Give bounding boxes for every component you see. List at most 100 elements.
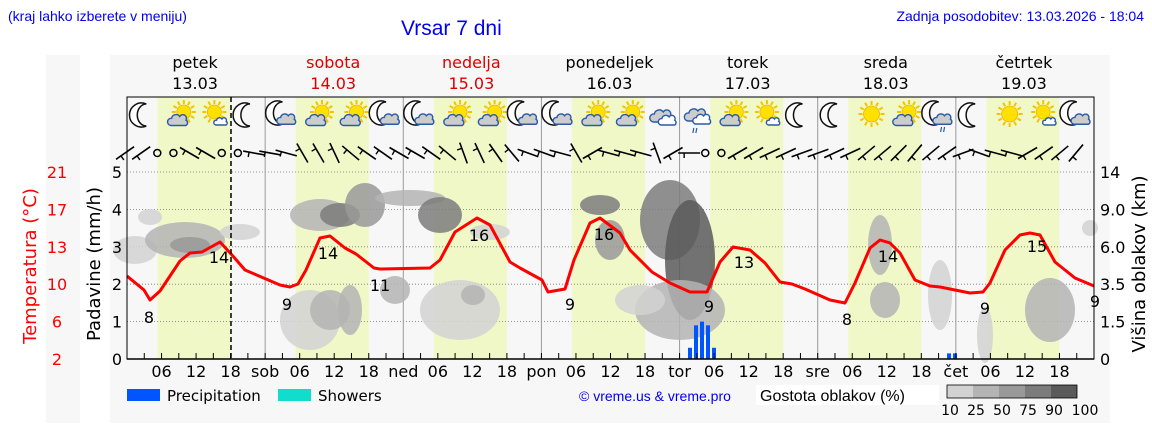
cloud-blob: [138, 209, 162, 225]
cloud-blob: [338, 285, 362, 335]
sun-icon: [996, 101, 1023, 127]
day-date: 19.03: [1001, 74, 1047, 93]
day-date: 15.03: [448, 74, 494, 93]
hour-tick-label: 18: [773, 362, 793, 381]
day-name: petek: [172, 53, 218, 72]
wind-barb-icon: [488, 143, 503, 163]
density-swatch: [1051, 385, 1077, 398]
cloud-blob: [418, 197, 462, 233]
wind-barb-icon: [373, 146, 393, 160]
wind-barb-icon: [569, 143, 583, 163]
day-name: ponedeljek: [566, 53, 655, 72]
wind-barb-icon: [823, 147, 845, 160]
day-short-label: čet: [943, 362, 968, 381]
wind-barb-icon: [984, 149, 1007, 157]
cloud-blob: [380, 276, 410, 304]
sun-cloud-icon: [477, 100, 507, 127]
wind-barb-icon: [311, 143, 325, 163]
temp-value-label: 14: [878, 247, 898, 266]
hour-tick-label: 06: [842, 362, 862, 381]
density-tick: 50: [993, 403, 1011, 419]
precip-tick: 2: [112, 275, 122, 294]
temp-value-label: 8: [842, 310, 852, 329]
wind-barb-icon: [327, 142, 340, 164]
wind-barb-icon: [179, 146, 200, 160]
cloud-blob: [420, 280, 500, 340]
sun-cloud-icon: [892, 100, 922, 127]
cloud-blob: [461, 285, 485, 305]
wind-barb-icon: [295, 143, 309, 163]
moon-cloud-icon: [541, 100, 573, 126]
wind-barb-icon: [597, 149, 620, 157]
day-short-label: tor: [668, 362, 691, 381]
cloud-height-tick: 0: [1100, 350, 1110, 369]
day-date: 16.03: [587, 74, 633, 93]
wind-barb-icon: [1050, 145, 1069, 161]
wind-barb-icon: [217, 148, 227, 158]
wind-barb-icon: [582, 146, 603, 161]
location-hint-link[interactable]: (kraj lahko izberete v meniju): [8, 8, 187, 24]
cloud-height-axis-title: Višina oblakov (km): [1129, 175, 1150, 352]
wind-barb-icon: [517, 148, 539, 158]
wind-barb-icon: [169, 148, 178, 158]
day-short-label: pon: [526, 362, 556, 381]
hour-tick-label: 18: [911, 362, 931, 381]
moon-icon: [784, 102, 803, 128]
temp-value-label: 9: [565, 295, 575, 314]
wind-barb-icon: [921, 145, 940, 161]
hour-tick-label: 18: [635, 362, 655, 381]
temp-value-label: 9: [704, 297, 714, 316]
cloud-blob: [170, 237, 210, 253]
wind-barb-icon: [456, 142, 469, 164]
cloud-blob: [615, 285, 665, 315]
temp-value-label: 9: [1090, 292, 1100, 311]
temp-axis-title: Temperatura (°C): [20, 188, 41, 345]
precip-tick: 4: [112, 200, 122, 219]
wind-barb-icon: [115, 146, 135, 161]
copyright-link[interactable]: © vreme.us & vreme.pro: [579, 388, 731, 404]
wind-barb-icon: [533, 148, 555, 158]
wind-barb-icon: [405, 146, 426, 160]
sun-cloud-icon: [615, 100, 645, 127]
wind-barb-icon: [873, 145, 892, 161]
wind-barbs-row: [115, 142, 1084, 164]
temp-tick: 10: [47, 275, 67, 294]
cloud-blob: [580, 195, 620, 215]
sun-cloud-icon: [304, 100, 334, 127]
precip-tick: 1: [112, 313, 122, 332]
temp-tick: 13: [47, 238, 67, 257]
wind-barb-icon: [807, 148, 829, 160]
temp-value-label: 16: [594, 225, 614, 244]
wind-barb-icon: [907, 144, 923, 162]
cloud-blob: [1082, 220, 1098, 236]
wind-barb-icon: [857, 145, 876, 161]
moon-cloud-icon: [506, 100, 539, 126]
wind-barb-icon: [743, 146, 764, 161]
hour-tick-label: 12: [324, 362, 344, 381]
temp-value-label: 9: [282, 295, 292, 314]
day-date: 14.03: [310, 74, 356, 93]
hour-tick-label: 06: [151, 362, 171, 381]
sun-cloud-small-icon: [754, 100, 781, 126]
day-date: 13.03: [172, 74, 218, 93]
wind-barb-icon: [678, 152, 701, 158]
wind-barb-icon: [717, 148, 726, 158]
temp-tick: 21: [47, 163, 67, 182]
wind-barb-icon: [243, 150, 265, 158]
day-name: torek: [727, 53, 769, 72]
temperature-line: [126, 216, 1095, 305]
day-short-label: ned: [388, 362, 418, 381]
temp-value-label: 11: [370, 276, 390, 295]
temp-tick: 17: [47, 200, 67, 219]
wind-barb-icon: [472, 142, 485, 164]
wind-barb-icon: [968, 148, 990, 158]
hour-tick-label: 18: [359, 362, 379, 381]
temp-value-label: 14: [318, 244, 338, 263]
wind-barb-icon: [438, 145, 457, 161]
day-name: nedelja: [442, 53, 501, 72]
wind-barb-icon: [421, 146, 441, 160]
precip-bar: [700, 321, 704, 359]
cloud-blob: [928, 260, 952, 330]
wind-barb-icon: [131, 146, 151, 161]
